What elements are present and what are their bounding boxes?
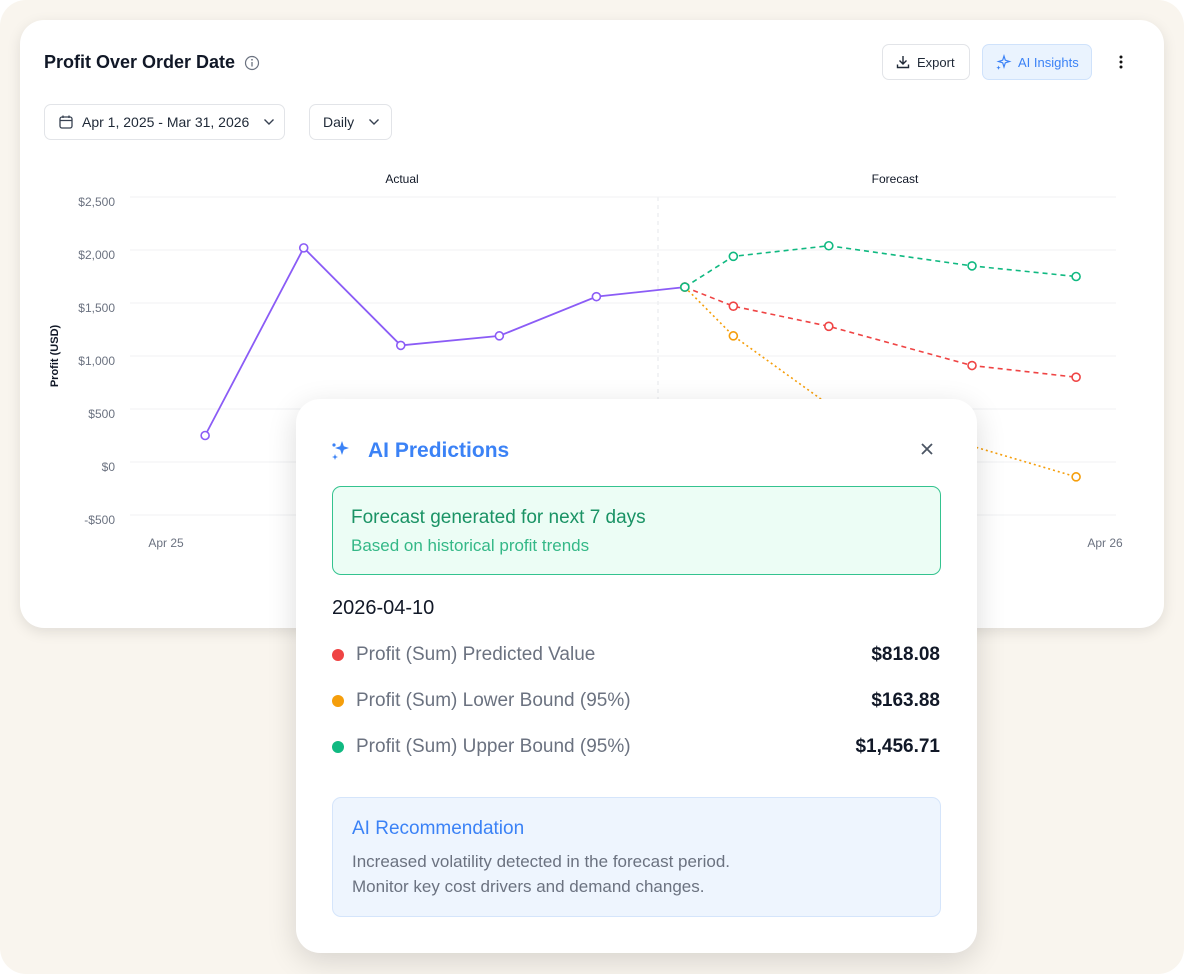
y-tick-label: $1,500 <box>78 301 115 315</box>
data-point <box>1071 271 1081 282</box>
download-icon <box>896 56 910 69</box>
x-tick-label: Apr 26 <box>1087 536 1123 550</box>
banner-subtitle: Based on historical profit trends <box>351 536 590 555</box>
close-button[interactable] <box>920 442 934 456</box>
data-point <box>1071 372 1081 383</box>
data-point <box>395 340 406 351</box>
legend-dot <box>332 649 344 661</box>
recommendation-title: AI Recommendation <box>352 818 525 839</box>
forecast-banner: Forecast generated for next 7 days Based… <box>332 486 941 575</box>
legend-dot <box>332 741 344 753</box>
data-point <box>728 251 739 262</box>
data-point <box>728 331 739 341</box>
calendar-icon <box>59 115 73 129</box>
series-line <box>684 244 1077 288</box>
recommendation-box: AI Recommendation Increased volatility d… <box>332 797 941 917</box>
more-menu[interactable] <box>1114 53 1128 71</box>
card-title: Profit Over Order Date <box>44 52 236 72</box>
sparkle-icon <box>996 53 1012 70</box>
series-line <box>684 286 1077 378</box>
data-point <box>494 331 505 341</box>
prediction-label: Profit (Sum) Upper Bound (95%) <box>356 736 631 757</box>
date-range-picker[interactable]: Apr 1, 2025 - Mar 31, 2026 <box>44 104 285 140</box>
granularity: Daily <box>323 114 355 130</box>
data-point <box>824 240 834 251</box>
popup-title: AI Predictions <box>368 439 510 462</box>
y-axis-title: Profit (USD) <box>49 325 61 388</box>
data-point <box>967 360 977 371</box>
data-point <box>728 301 739 311</box>
y-tick-label: $2,500 <box>78 195 115 209</box>
section-label: Actual <box>385 172 418 186</box>
data-point <box>200 430 210 441</box>
y-tick-label: -$500 <box>84 513 115 527</box>
data-point <box>680 282 690 292</box>
prediction-row: Profit (Sum) Lower Bound (95%) $163.88 <box>332 689 940 713</box>
prediction-label: Profit (Sum) Lower Bound (95%) <box>356 690 631 711</box>
section-label: Forecast <box>872 172 919 186</box>
data-point <box>591 291 602 302</box>
prediction-value: $1,456.71 <box>855 736 940 757</box>
y-tick-label: $500 <box>88 407 115 421</box>
recommendation-line: Monitor key cost drivers and demand chan… <box>352 877 705 896</box>
prediction-value: $818.08 <box>871 644 940 665</box>
data-point <box>824 321 834 332</box>
data-point <box>298 243 309 253</box>
prediction-value: $163.88 <box>871 690 940 711</box>
info-icon[interactable] <box>244 55 260 71</box>
banner-title: Forecast generated for next 7 days <box>351 507 646 528</box>
export-button[interactable]: Export <box>882 44 970 80</box>
date-range: Apr 1, 2025 - Mar 31, 2026 <box>82 114 250 130</box>
y-tick-label: $2,000 <box>78 248 115 262</box>
x-tick-label: Apr 25 <box>148 536 184 550</box>
y-tick-label: $1,000 <box>78 354 115 368</box>
ai-insights-button[interactable]: AI Insights <box>982 44 1092 80</box>
prediction-row: Profit (Sum) Upper Bound (95%) $1,456.71 <box>332 735 940 759</box>
prediction-label: Profit (Sum) Predicted Value <box>356 644 596 665</box>
chevron <box>264 119 275 125</box>
export-label: Export <box>917 54 955 70</box>
recommendation-line: Increased volatility detected in the for… <box>352 852 730 871</box>
data-point <box>967 261 977 271</box>
forecast-date: 2026-04-10 <box>332 597 435 619</box>
legend-dot <box>332 695 344 707</box>
data-point <box>1071 472 1081 482</box>
granularity-select[interactable]: Daily <box>309 104 392 140</box>
sparkle-icon <box>332 441 349 460</box>
ai-insights-label: AI Insights <box>1018 54 1079 70</box>
series-line <box>204 246 685 436</box>
chevron <box>369 119 380 125</box>
y-tick-label: $0 <box>102 460 116 474</box>
ai-predictions-popup: AI Predictions Forecast generated for ne… <box>296 399 977 953</box>
prediction-row: Profit (Sum) Predicted Value $818.08 <box>332 643 940 667</box>
